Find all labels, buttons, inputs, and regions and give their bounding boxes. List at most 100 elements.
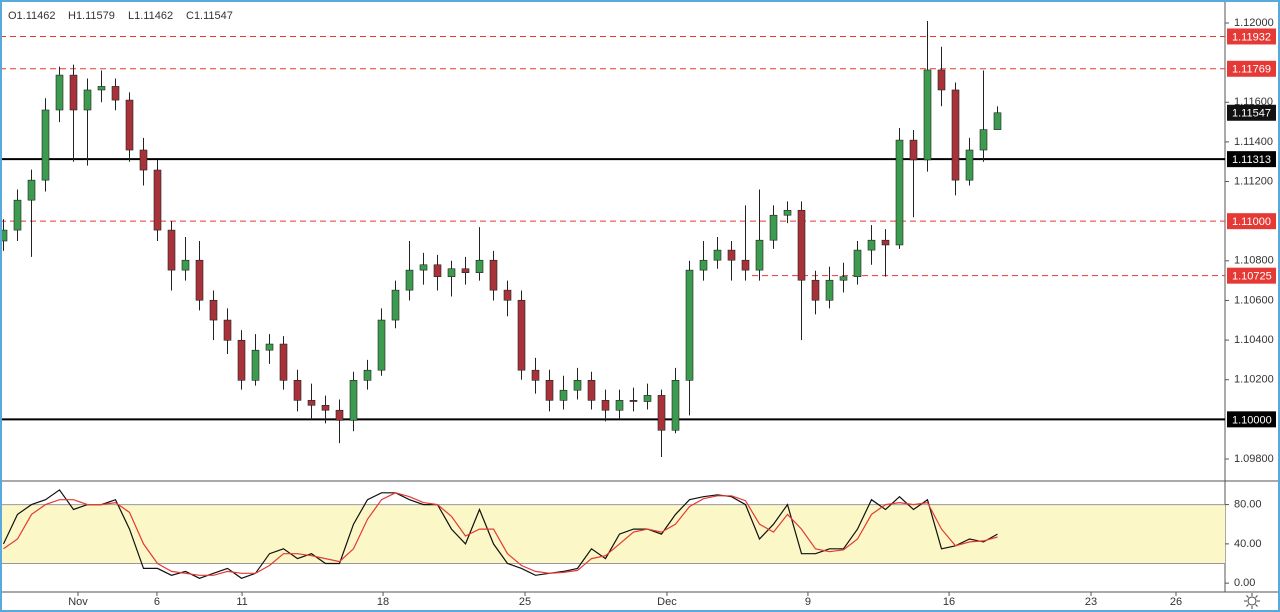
candle-body xyxy=(405,269,414,291)
ohlc-close: C1.11547 xyxy=(186,10,233,22)
x-tick-label: 26 xyxy=(1170,596,1182,608)
candle-body xyxy=(111,86,120,101)
candle-body xyxy=(699,259,708,271)
candle-body xyxy=(13,199,22,231)
candle-body xyxy=(55,74,64,111)
x-tick-label: 6 xyxy=(154,596,160,608)
candle-body xyxy=(335,409,344,421)
candle-body xyxy=(321,404,330,411)
candle-body xyxy=(755,239,764,271)
candle-body xyxy=(923,69,932,161)
candle-body xyxy=(503,289,512,301)
ohlc-open: O1.11462 xyxy=(8,10,56,22)
candle-body xyxy=(167,229,176,271)
level-label: 1.11769 xyxy=(1232,64,1271,76)
y-tick-label: 80.00 xyxy=(1234,498,1262,510)
level-label: 1.11000 xyxy=(1232,216,1271,228)
x-tick-label: Nov xyxy=(68,596,88,608)
y-tick-label: 1.10600 xyxy=(1234,294,1274,306)
candle-body xyxy=(671,380,680,431)
candle-body xyxy=(97,86,106,91)
candle-body xyxy=(223,319,232,341)
candle-body xyxy=(853,249,862,277)
candle-body xyxy=(0,229,8,242)
x-tick-label: 9 xyxy=(805,596,811,608)
candle-body xyxy=(209,299,218,321)
candle-body xyxy=(881,239,890,246)
level-label: 1.11313 xyxy=(1232,154,1271,166)
candle-body xyxy=(769,214,778,241)
candle-body xyxy=(573,380,582,391)
level-label-box xyxy=(1227,28,1276,45)
oscillator-line xyxy=(3,492,998,576)
candle-body xyxy=(139,149,148,171)
candle-body xyxy=(377,319,386,371)
candle-body xyxy=(601,400,610,411)
level-label-box xyxy=(1227,267,1276,284)
candle-body xyxy=(559,389,568,401)
candle-body xyxy=(237,339,246,381)
y-tick-label: 1.09800 xyxy=(1234,453,1274,465)
level-label: 1.11932 xyxy=(1232,31,1271,43)
x-tick-label: 11 xyxy=(236,596,247,608)
candle-body xyxy=(489,259,498,291)
candle-body xyxy=(475,259,484,274)
candle-body xyxy=(41,109,50,181)
candle-body xyxy=(713,249,722,261)
x-tick-label: 16 xyxy=(943,596,955,608)
candle-body xyxy=(727,249,736,261)
candle-body xyxy=(797,209,806,281)
y-tick-label: 40.00 xyxy=(1234,538,1262,550)
last-price-label: 1.11547 xyxy=(1232,108,1271,120)
candle-body xyxy=(461,268,470,274)
level-label-box xyxy=(1227,411,1276,428)
candle-body xyxy=(839,276,848,281)
candle-body xyxy=(447,268,456,277)
y-tick-label: 1.11400 xyxy=(1234,136,1273,148)
candle-body xyxy=(979,129,988,151)
candle-body xyxy=(391,289,400,321)
candle-body xyxy=(153,169,162,231)
x-tick-label: 18 xyxy=(377,596,389,608)
y-tick-label: 1.10200 xyxy=(1234,374,1274,386)
ohlc-low: L1.11462 xyxy=(128,10,173,22)
candle-body xyxy=(545,380,554,401)
candle-body xyxy=(643,395,652,402)
candle-body xyxy=(937,69,946,91)
level-label: 1.10000 xyxy=(1232,414,1272,426)
candle-body xyxy=(531,369,540,381)
x-tick-label: 25 xyxy=(519,596,531,608)
candle-body xyxy=(293,380,302,401)
y-tick-label: 1.10800 xyxy=(1234,255,1274,267)
candle-body xyxy=(181,259,190,271)
last-price-box xyxy=(1227,104,1276,121)
candle-body xyxy=(685,269,694,381)
settings-icon[interactable] xyxy=(1244,593,1260,609)
candle-body xyxy=(433,264,442,277)
y-tick-label: 1.11200 xyxy=(1234,175,1273,187)
candle-body xyxy=(587,380,596,401)
candle-body xyxy=(69,74,78,111)
y-tick-label: 0.00 xyxy=(1234,577,1255,589)
y-tick-label: 1.10400 xyxy=(1234,334,1274,346)
candle-body xyxy=(419,264,428,271)
candle-body xyxy=(867,239,876,251)
candle-body xyxy=(307,400,316,406)
candle-body xyxy=(811,279,820,301)
candle-body xyxy=(657,395,666,431)
candle-body xyxy=(825,279,834,301)
oscillator-line xyxy=(2,489,998,579)
candle-body xyxy=(83,89,92,111)
level-label-box xyxy=(1227,213,1276,230)
ohlc-high: H1.11579 xyxy=(68,10,115,22)
level-label-box xyxy=(1227,60,1276,77)
candle-body xyxy=(349,380,358,421)
candle-body xyxy=(279,343,288,381)
candle-body xyxy=(965,149,974,181)
candle-body xyxy=(615,400,624,411)
candle-body xyxy=(993,112,1002,130)
level-label-box xyxy=(1227,151,1276,168)
candle-body xyxy=(265,343,274,351)
candle-body xyxy=(741,259,750,271)
